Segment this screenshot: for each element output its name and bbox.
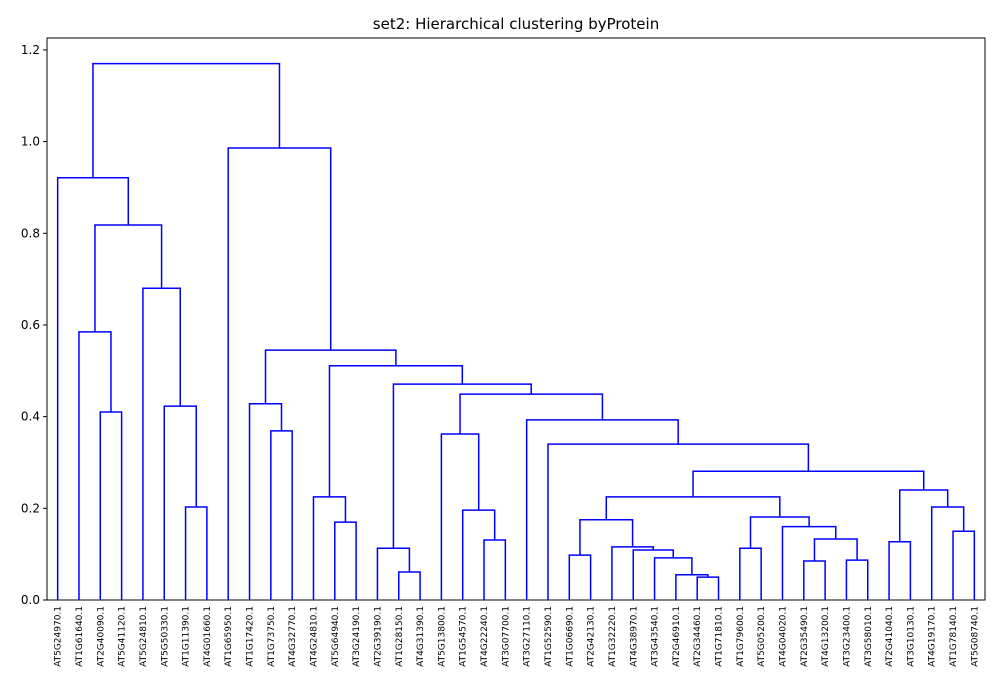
y-tick-label: 1.0 [21, 135, 40, 149]
y-tick-label: 0.6 [21, 318, 40, 332]
link [803, 560, 826, 600]
leaf-label: AT4G38970.1 [629, 606, 639, 667]
y-tick-label: 0.4 [21, 410, 40, 424]
link [440, 433, 480, 600]
link [376, 547, 411, 600]
leaf-label: AT3G43540.1 [651, 606, 661, 667]
link [334, 521, 357, 600]
leaf-label: AT4G13200.1 [821, 606, 831, 667]
leaf-label: AT1G71810.1 [715, 606, 725, 667]
leaf-label: AT1G61640.1 [75, 606, 85, 667]
leaf-label: AT4G31390.1 [416, 606, 426, 667]
leaf-label: AT1G54570.1 [459, 606, 469, 667]
link [675, 574, 709, 600]
link [547, 443, 810, 600]
link [92, 62, 281, 178]
link [579, 519, 634, 556]
leaf-label: AT2G34460.1 [693, 606, 703, 667]
y-tick-label: 1.2 [21, 43, 40, 57]
link [328, 365, 464, 497]
leaf-label: AT1G06690.1 [565, 606, 575, 667]
link [898, 489, 949, 542]
leaf-label: AT1G52590.1 [544, 606, 554, 667]
leaf-label: AT2G41040.1 [885, 606, 895, 667]
leaf-label: AT5G64940.1 [331, 606, 341, 667]
link [813, 538, 858, 562]
leaf-label: AT1G28150.1 [395, 606, 405, 667]
leaf-label: AT3G27110.1 [523, 606, 533, 667]
link [312, 496, 347, 600]
link [398, 571, 421, 600]
chart-title: set2: Hierarchical clustering byProtein [373, 15, 659, 33]
leaf-label: AT2G42130.1 [587, 606, 597, 667]
leaf-label: AT3G24190.1 [352, 606, 362, 667]
leaf-label: AT5G08740.1 [970, 606, 980, 667]
link [270, 430, 293, 600]
link [568, 554, 592, 600]
leaf-label: AT5G41120.1 [118, 606, 128, 667]
leaf-label: AT1G78140.1 [949, 606, 959, 667]
leaf-label: AT4G32770.1 [288, 606, 298, 667]
link [739, 547, 762, 600]
leaf-label: AT2G40090.1 [96, 606, 106, 667]
leaf-label: AT5G50330.1 [160, 606, 170, 667]
leaf-label: AT3G10130.1 [906, 606, 916, 667]
link [459, 393, 604, 435]
leaf-label: AT1G32220.1 [608, 606, 618, 667]
plot-frame [46, 37, 986, 601]
leaf-label: AT5G24970.1 [54, 606, 64, 667]
leaf-label: AT3G23400.1 [842, 606, 852, 667]
leaf-label: AT4G24810.1 [309, 606, 319, 667]
leaf-label: AT5G13800.1 [437, 606, 447, 667]
y-tick-label: 0.2 [21, 501, 40, 515]
link [184, 506, 208, 600]
leaf-label: AT1G73750.1 [267, 606, 277, 667]
link [781, 525, 837, 600]
leaf-label: AT4G22240.1 [480, 606, 490, 667]
y-tick-label: 0.8 [21, 226, 40, 240]
link [930, 506, 965, 600]
leaf-label: AT4G04020.1 [778, 606, 788, 667]
leaf-label: AT4G01660.1 [203, 606, 213, 667]
leaf-label: AT3G58010.1 [864, 606, 874, 667]
link [696, 576, 720, 600]
leaf-label: AT4G19170.1 [928, 606, 938, 667]
leaf-label: AT5G05200.1 [757, 606, 767, 667]
leaf-label: AT3G07700.1 [501, 606, 511, 667]
link [94, 224, 163, 332]
link [605, 496, 781, 520]
leaf-label: AT1G17420.1 [246, 606, 256, 667]
leaf-label: AT1G79600.1 [736, 606, 746, 667]
link [952, 530, 976, 600]
leaf-label: AT1G65950.1 [224, 606, 234, 667]
leaf-label: AT5G24810.1 [139, 606, 149, 667]
leaf-label: AT2G35490.1 [800, 606, 810, 667]
leaf-label: AT1G11390.1 [182, 606, 192, 667]
leaf-label: AT2G39190.1 [373, 606, 383, 667]
leaf-label: AT2G46910.1 [672, 606, 682, 667]
y-tick-label: 0.0 [21, 593, 40, 607]
